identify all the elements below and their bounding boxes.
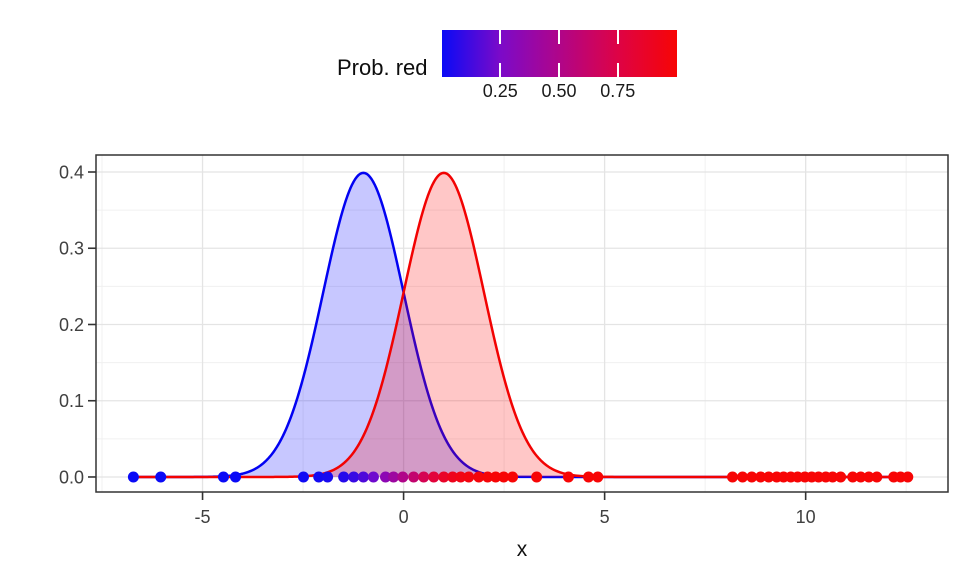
data-point — [737, 471, 749, 483]
y-axis-tick-label: 0.0 — [59, 467, 84, 487]
data-point — [827, 471, 839, 483]
y-axis-tick-label: 0.4 — [59, 163, 84, 183]
data-point — [490, 471, 502, 483]
data-point — [127, 471, 139, 483]
y-axis-tick-label: 0.2 — [59, 315, 84, 335]
data-point — [155, 471, 167, 483]
data-point — [367, 471, 379, 483]
data-point — [902, 471, 914, 483]
colorbar-tick — [616, 63, 619, 77]
x-axis-tick-label: 0 — [399, 507, 409, 527]
legend-title: Prob. red — [337, 54, 428, 80]
colorbar-tick — [557, 63, 561, 77]
colorbar-tick — [616, 30, 619, 44]
data-point — [473, 471, 485, 483]
data-point — [726, 471, 738, 483]
data-point — [455, 471, 467, 483]
data-point — [348, 471, 360, 483]
legend-tick-label: 0.50 — [541, 81, 577, 101]
data-point — [531, 471, 543, 483]
x-axis-tick-label: 5 — [600, 507, 610, 527]
data-point — [428, 471, 440, 483]
data-point — [408, 471, 420, 483]
colorbar-tick — [499, 30, 502, 44]
data-point — [755, 471, 767, 483]
data-point — [562, 471, 574, 483]
legend-tick-label: 0.75 — [600, 81, 636, 101]
x-axis-title: x — [517, 538, 528, 561]
data-point — [388, 471, 400, 483]
data-point — [297, 471, 309, 483]
y-axis-tick-label: 0.3 — [59, 239, 84, 259]
y-axis-tick-label: 0.1 — [59, 391, 84, 411]
legend-tick-labels: 0.25 0.50 0.75 — [442, 81, 677, 105]
data-point — [871, 471, 883, 483]
legend-colorbar-block: 0.25 0.50 0.75 — [441, 30, 677, 105]
panel-border — [95, 154, 949, 493]
data-point — [338, 471, 350, 483]
data-point — [746, 471, 758, 483]
data-point — [313, 471, 325, 483]
data-point — [498, 471, 510, 483]
data-point — [463, 471, 475, 483]
data-point — [855, 471, 867, 483]
data-point — [583, 471, 595, 483]
data-point — [592, 471, 604, 483]
data-point — [507, 471, 519, 483]
x-axis-tick-label: -5 — [195, 507, 211, 527]
x-axis-tick-label: 10 — [796, 507, 816, 527]
colorbar-tick — [557, 30, 561, 44]
data-point — [379, 471, 391, 483]
data-point — [835, 471, 847, 483]
legend-colorbar — [441, 30, 677, 77]
density-fill-blue-density — [133, 172, 908, 477]
legend: Prob. red 0.25 0.50 0.75 — [337, 30, 677, 105]
data-point — [847, 471, 859, 483]
data-point — [397, 471, 409, 483]
data-point — [763, 471, 775, 483]
data-point — [322, 471, 334, 483]
data-point — [447, 471, 459, 483]
data-point — [357, 471, 369, 483]
data-point — [230, 471, 242, 483]
data-point — [482, 471, 494, 483]
colorbar-tick — [499, 63, 502, 77]
legend-tick-label: 0.25 — [482, 81, 518, 101]
data-point — [217, 471, 229, 483]
data-point — [438, 471, 450, 483]
data-point — [863, 471, 875, 483]
data-point — [418, 471, 430, 483]
